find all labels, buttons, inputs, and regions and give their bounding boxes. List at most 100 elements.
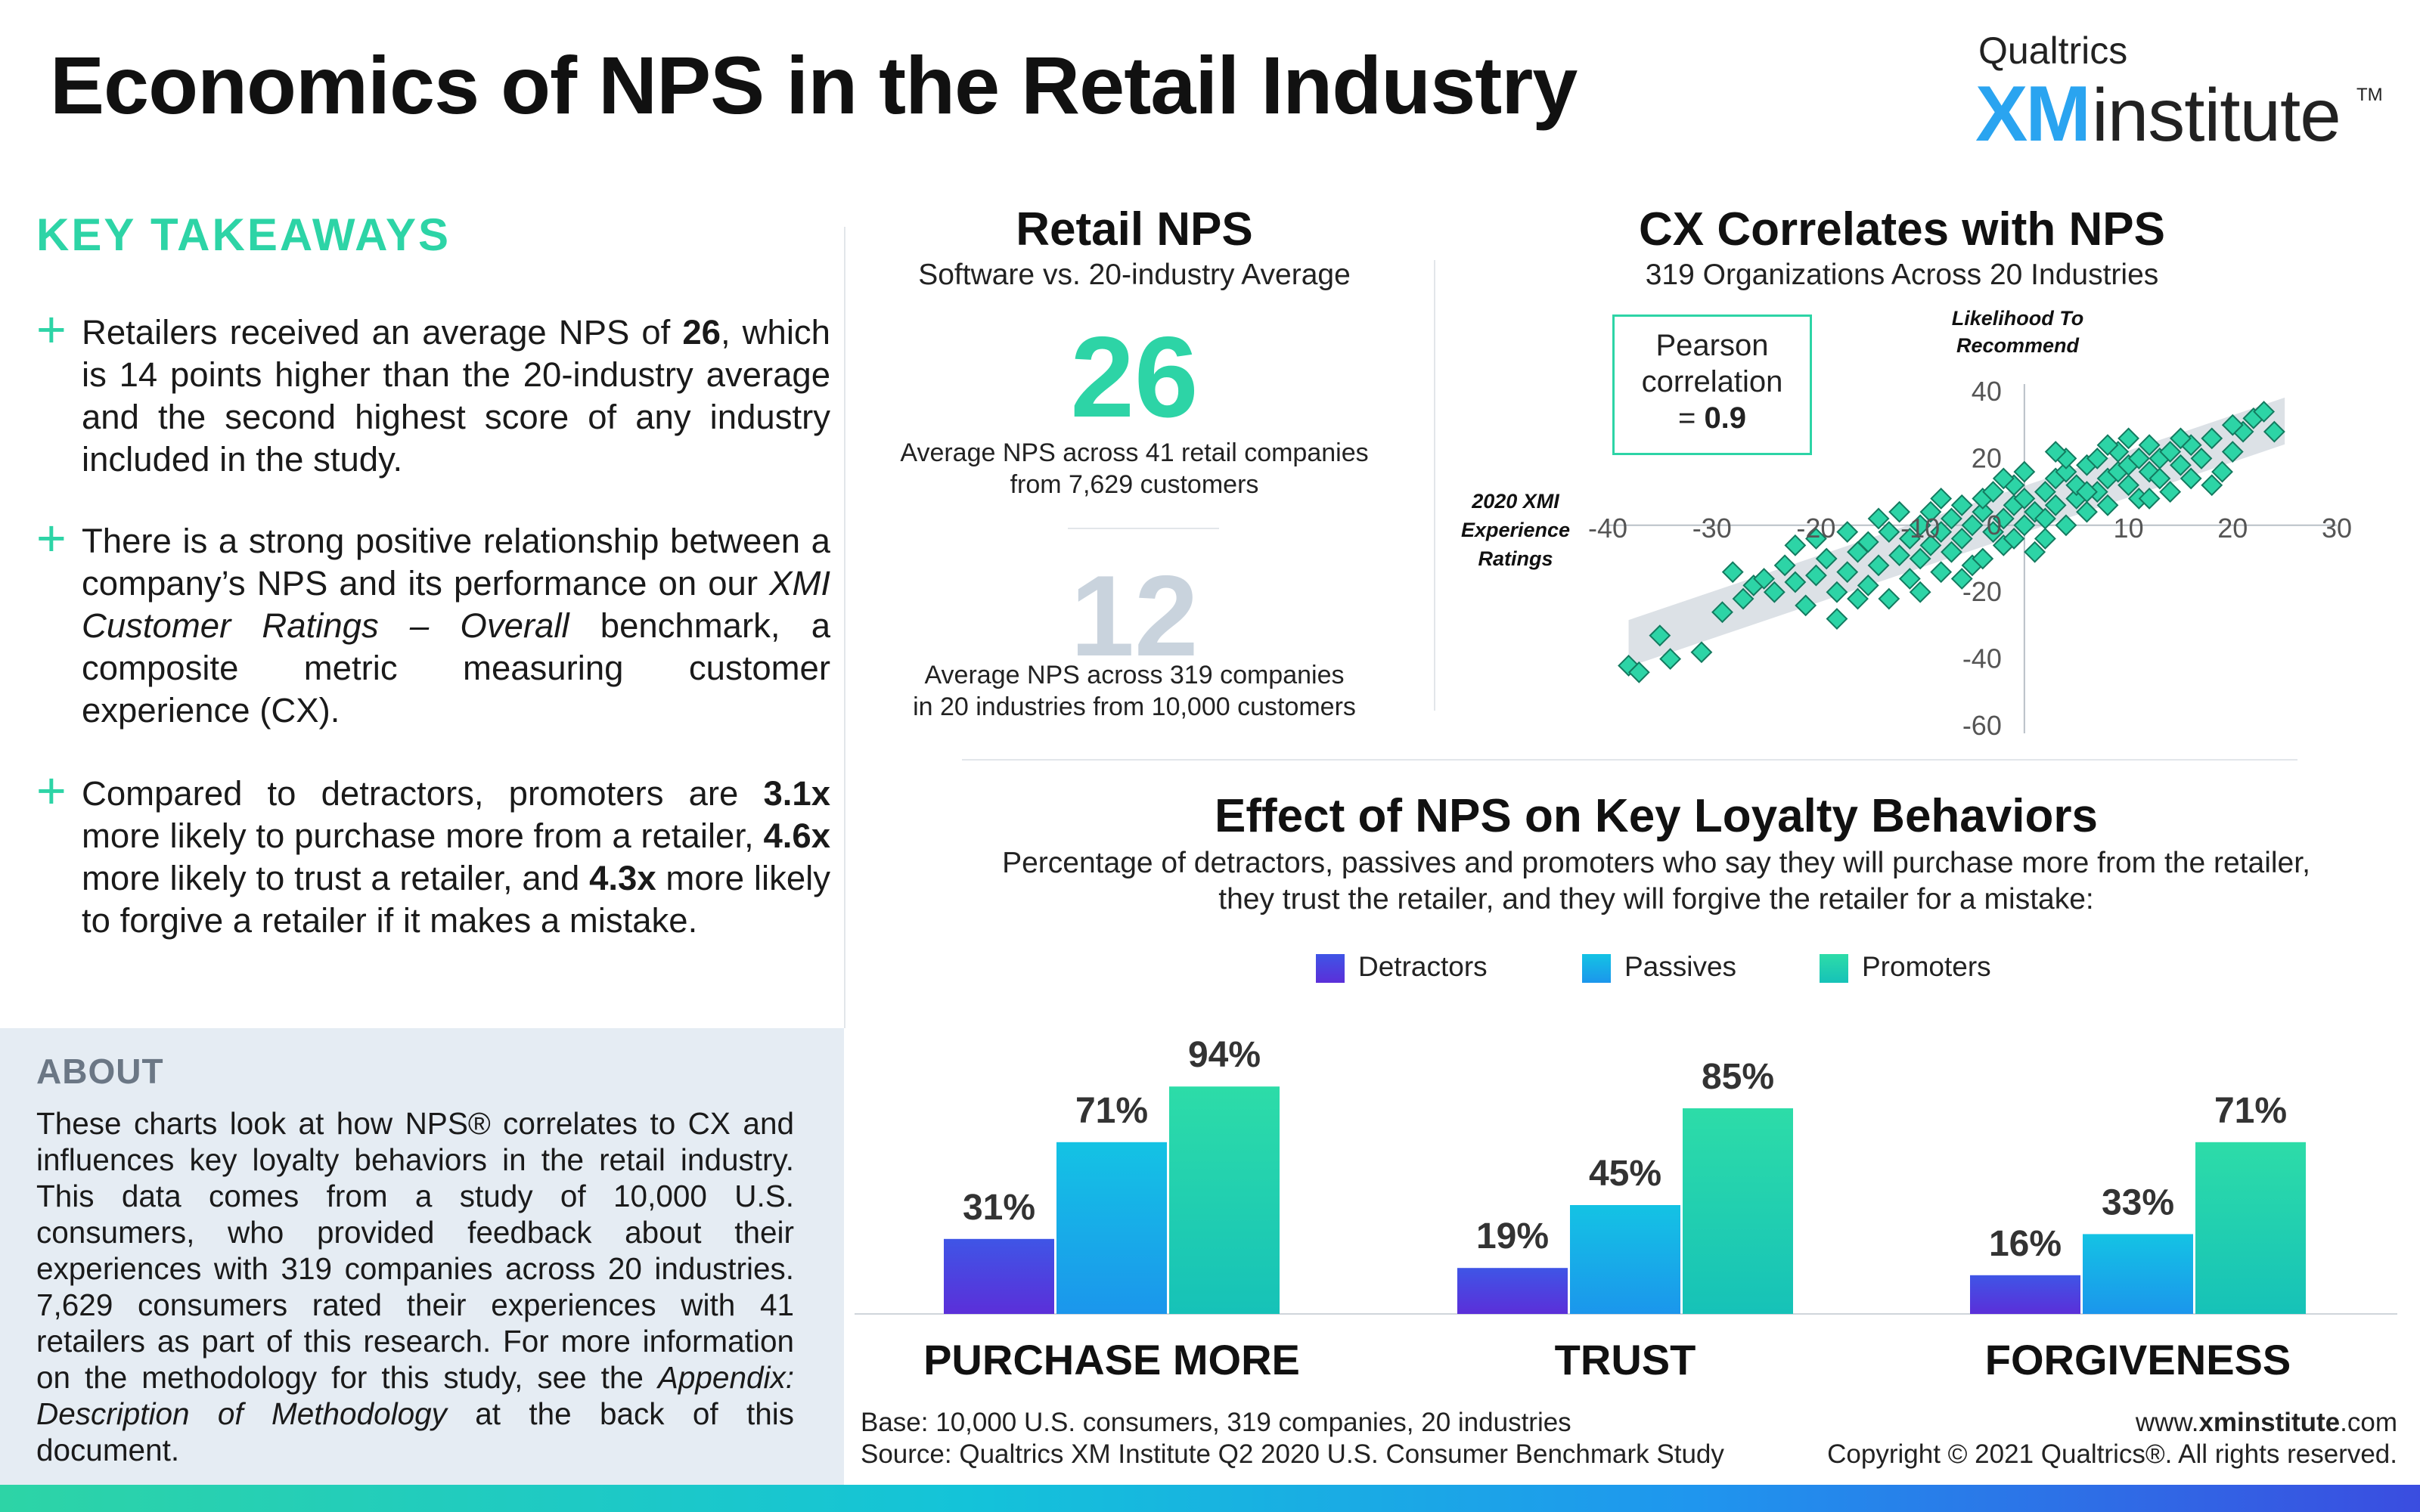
bar-value-label: 31% [963,1188,1035,1228]
scatter-point [1721,561,1744,584]
bar-value-label: 85% [1702,1057,1774,1097]
scatter-point [1930,521,1953,544]
scatter-point [2263,420,2285,443]
scatter-point [1784,534,1807,556]
scatter-point [1982,521,2004,544]
scatter-point [1867,507,1890,530]
scatter-point [2013,488,2036,510]
retail-nps-caption: Average NPS across 41 retail companies f… [900,438,1369,499]
scatter-point [2127,447,2150,469]
scatter-point [1857,531,1879,553]
scatter-point [1857,574,1879,596]
x-tick-label: 10 [2114,513,2144,544]
scatter-point [1919,500,1942,523]
scatter-point [2180,467,2202,490]
legend-label: Promoters [1862,951,1991,982]
industry-nps-caption: Average NPS across 319 companies in 20 i… [913,661,1356,721]
takeaway-text: There is a strong positive relationship … [82,522,831,730]
scatter-point [2138,434,2161,457]
takeaway-text: Compared to detractors, promoters are 3.… [82,774,831,940]
retail-nps-subtitle: Software vs. 20-industry Average [918,259,1351,291]
category-label: FORGIVENESS [1985,1336,2291,1383]
bar-value-label: 19% [1476,1216,1549,1256]
scatter-point [1805,564,1827,587]
footer-source-note: Source: Qualtrics XM Institute Q2 2020 U… [861,1439,1724,1469]
column-divider [844,227,845,1028]
scatter-point [2170,454,2192,476]
scatter-point [2055,460,2077,483]
scatter-point [1909,581,1931,603]
plus-icon: + [36,301,67,358]
cx-chart-title: CX Correlates with NPS [1639,203,2165,256]
y-tick-label: 20 [1972,442,2002,473]
plus-icon: + [36,510,67,567]
scatter-point [1773,554,1796,577]
scatter-point [1898,528,1921,550]
about-title: ABOUT [36,1052,164,1091]
bar-promoters [1683,1108,1793,1314]
y-tick-label: -60 [1962,710,2002,741]
scatter-point [2149,467,2171,490]
bar-value-label: 33% [2102,1182,2174,1222]
about-text: These charts look at how NPS® correlates… [36,1106,794,1467]
qualtrics-xm-institute-logo: Qualtrics XM institute TM [1975,29,2383,158]
scatter-point [2159,481,2182,503]
cx-chart-subtitle: 319 Organizations Across 20 Industries [1645,259,2159,291]
scatter-point [2013,514,2036,537]
scatter-point [2044,441,2067,463]
scatter-point [1950,568,1973,590]
retail-nps-value: 26 [1070,313,1199,442]
scatter-point [1972,500,1994,523]
loyalty-bar-chart: 31% 71% 94% PURCHASE MORE 19% 45% 85% TRUST 16% 3… [855,1035,2397,1383]
bar-detractors [1970,1275,2080,1314]
bar-passives [1056,1142,1167,1314]
footer-copyright: Copyright © 2021 Qualtrics®. All rights … [1827,1439,2397,1469]
bar-detractors [944,1238,1054,1314]
scatter-point [2034,528,2056,550]
brand-xm: XM [1975,70,2091,158]
pearson-correlation-box: Pearson correlation = 0.9 [1612,314,1812,455]
scatter-point [1826,608,1848,630]
x-tick-label: -30 [1692,513,1732,544]
bar-value-label: 16% [1989,1224,2062,1264]
category-label: TRUST [1555,1336,1696,1383]
scatter-point [1919,534,1942,556]
scatter-point [1815,547,1838,570]
scatter-point [1941,507,1962,530]
scatter-point [1930,488,1953,510]
scatter-point [2170,427,2192,450]
scatter-point [1888,500,1911,523]
x-axis-label: 2020 XMI [1471,490,1559,513]
scatter-point [1784,571,1807,593]
scatter-point [1992,507,2015,530]
scatter-point [1763,581,1786,603]
category-label: PURCHASE MORE [923,1336,1300,1383]
y-tick-label: 0 [1987,510,2002,541]
scatter-point [1847,587,1869,610]
scatter-point [1867,554,1890,577]
scatter-point [1930,561,1953,584]
legend-label: Passives [1624,951,1737,982]
y-axis-label: Recommend [1956,334,2080,357]
scatter-point [1941,541,1962,563]
scatter-point [1898,568,1921,590]
cx-nps-scatter-chart: -40 -30 -20 -10 10 20 30 40 20 0 -20 -40 -60 Likeliho… [1461,307,2352,741]
plus-icon: + [36,762,67,820]
industry-nps-value: 12 [1070,552,1199,680]
scatter-point [1909,547,1931,570]
scatter-point [1950,494,1973,516]
scatter-point [2159,441,2182,463]
scatter-point [1836,521,1859,544]
bar-passives [1570,1205,1680,1314]
scatter-point [2044,494,2067,516]
about-panel [0,1028,844,1485]
scatter-point [2024,541,2046,563]
bar-detractors [1457,1268,1568,1314]
scatter-point [2201,427,2223,450]
brand-trademark: TM [2356,85,2383,105]
y-tick-label: -20 [1962,576,2002,607]
scatter-point [2086,447,2108,469]
x-tick-label: 20 [2217,513,2248,544]
scatter-point [1690,641,1713,664]
takeaway-text: Retailers received an average NPS of 26,… [82,313,830,479]
